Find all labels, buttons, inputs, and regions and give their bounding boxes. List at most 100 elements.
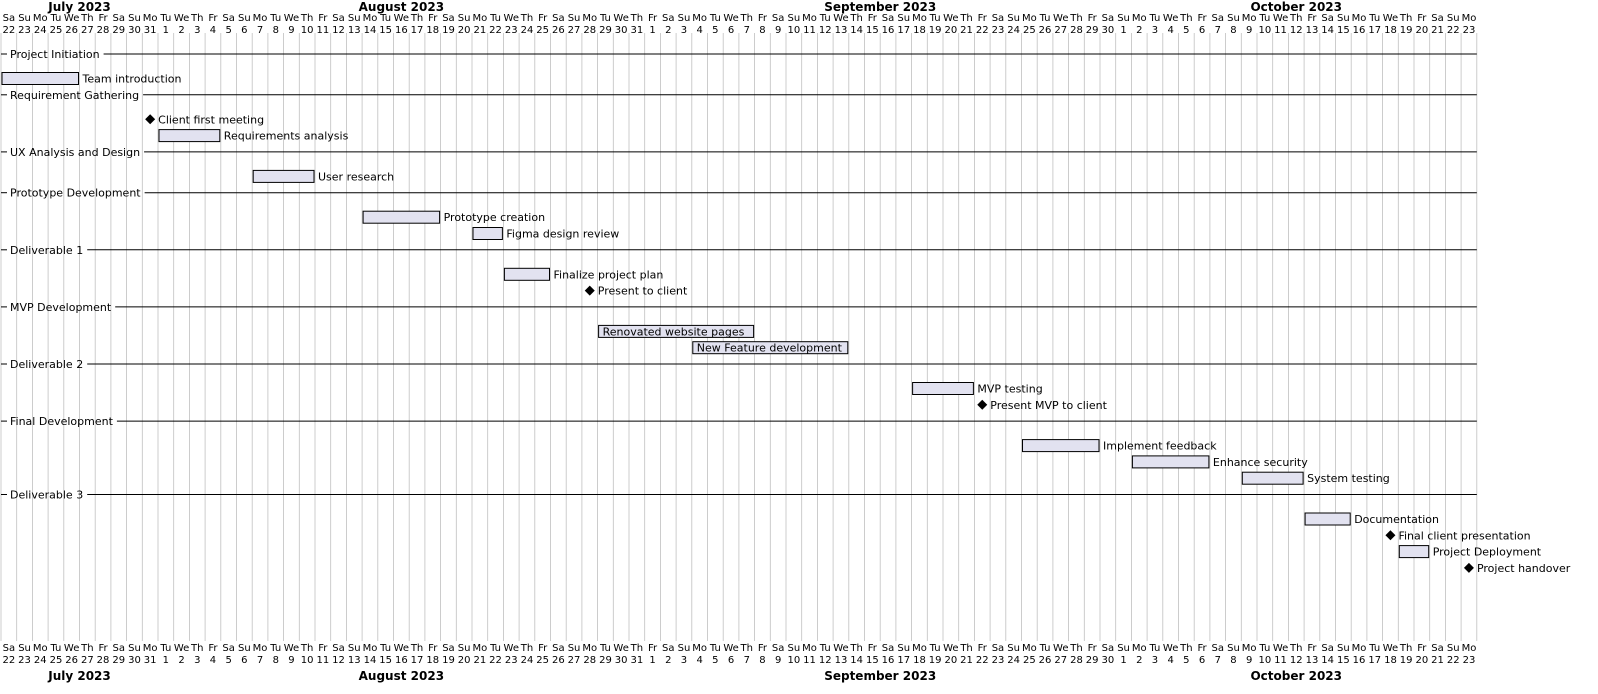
day-number-label: 8 bbox=[759, 655, 765, 666]
day-of-week-label: Tu bbox=[489, 13, 501, 24]
section-separator-label: Deliverable 2 bbox=[10, 358, 83, 371]
day-number-label: 23 bbox=[1463, 25, 1476, 36]
day-of-week-label: Mo bbox=[253, 643, 268, 654]
day-number-label: 16 bbox=[1353, 655, 1366, 666]
day-of-week-label: Mo bbox=[363, 13, 378, 24]
day-of-week-label: Sa bbox=[222, 13, 234, 24]
day-of-week-label: Fr bbox=[1307, 643, 1317, 654]
day-number-label: 14 bbox=[850, 655, 863, 666]
day-number-label: 6 bbox=[241, 25, 247, 36]
day-of-week-label: Fr bbox=[868, 13, 878, 24]
day-number-label: 19 bbox=[929, 25, 942, 36]
day-number-label: 25 bbox=[1023, 655, 1036, 666]
day-of-week-label: Mo bbox=[33, 643, 48, 654]
day-number-label: 18 bbox=[426, 655, 439, 666]
day-of-week-label: Tu bbox=[819, 643, 831, 654]
day-number-label: 29 bbox=[112, 25, 125, 36]
day-number-label: 1 bbox=[649, 655, 655, 666]
day-of-week-label: Su bbox=[568, 643, 581, 654]
task-bar bbox=[252, 169, 315, 183]
day-of-week-label: We bbox=[613, 13, 628, 24]
day-number-label: 26 bbox=[65, 25, 78, 36]
day-number-label: 7 bbox=[744, 655, 750, 666]
day-number-label: 19 bbox=[442, 655, 455, 666]
day-of-week-label: Tu bbox=[489, 643, 501, 654]
day-of-week-label: Mo bbox=[692, 643, 707, 654]
day-number-label: 12 bbox=[1290, 655, 1303, 666]
day-of-week-label: Fr bbox=[428, 643, 438, 654]
day-of-week-label: Tu bbox=[1258, 643, 1270, 654]
day-of-week-label: Th bbox=[80, 643, 93, 654]
day-of-week-label: Th bbox=[1289, 643, 1302, 654]
day-of-week-label: Fr bbox=[648, 13, 658, 24]
day-number-label: 24 bbox=[521, 25, 534, 36]
day-number-label: 9 bbox=[775, 655, 781, 666]
day-number-label: 19 bbox=[929, 655, 942, 666]
day-of-week-label: Su bbox=[1337, 643, 1350, 654]
section-separator-label: MVP Development bbox=[10, 301, 112, 314]
day-of-week-label: We bbox=[833, 13, 848, 24]
day-of-week-label: Tu bbox=[379, 13, 391, 24]
day-of-week-label: Sa bbox=[992, 13, 1004, 24]
task-label: Prototype creation bbox=[444, 211, 545, 224]
day-number-label: 29 bbox=[599, 25, 612, 36]
day-of-week-label: Sa bbox=[1321, 643, 1333, 654]
day-of-week-label: Fr bbox=[648, 643, 658, 654]
day-number-label: 13 bbox=[835, 25, 848, 36]
day-of-week-label: Fr bbox=[1197, 13, 1207, 24]
day-of-week-label: Tu bbox=[159, 13, 171, 24]
day-number-label: 16 bbox=[395, 655, 408, 666]
day-of-week-label: Mo bbox=[912, 13, 927, 24]
day-number-label: 19 bbox=[1400, 655, 1413, 666]
day-number-label: 10 bbox=[301, 655, 314, 666]
day-of-week-label: Su bbox=[238, 643, 251, 654]
day-number-label: 20 bbox=[1415, 25, 1428, 36]
day-of-week-label: Su bbox=[1447, 13, 1460, 24]
day-number-label: 6 bbox=[728, 655, 734, 666]
day-of-week-label: Su bbox=[458, 13, 471, 24]
day-number-label: 3 bbox=[681, 655, 687, 666]
day-of-week-label: Mo bbox=[472, 643, 487, 654]
day-number-label: 14 bbox=[1321, 25, 1334, 36]
day-number-label: 18 bbox=[913, 655, 926, 666]
day-of-week-label: Fr bbox=[1417, 13, 1427, 24]
day-of-week-label: Mo bbox=[1022, 643, 1037, 654]
day-number-label: 23 bbox=[505, 655, 518, 666]
day-number-label: 26 bbox=[552, 25, 565, 36]
milestone-label: Final client presentation bbox=[1398, 529, 1530, 542]
section-separator-label: UX Analysis and Design bbox=[10, 146, 140, 159]
day-of-week-label: Tu bbox=[1148, 13, 1160, 24]
day-of-week-label: We bbox=[1273, 13, 1288, 24]
day-number-label: 11 bbox=[316, 655, 329, 666]
day-number-label: 29 bbox=[1086, 25, 1099, 36]
day-of-week-label: Mo bbox=[253, 13, 268, 24]
day-number-label: 21 bbox=[473, 655, 486, 666]
day-number-label: 23 bbox=[1463, 655, 1476, 666]
day-number-label: 12 bbox=[819, 655, 832, 666]
day-of-week-label: Mo bbox=[1242, 13, 1257, 24]
day-number-label: 28 bbox=[583, 655, 596, 666]
day-of-week-label: Th bbox=[410, 13, 423, 24]
day-number-label: 9 bbox=[288, 655, 294, 666]
day-of-week-label: Su bbox=[678, 13, 691, 24]
task-bar bbox=[1131, 455, 1210, 469]
day-of-week-label: Tu bbox=[379, 643, 391, 654]
task-bar bbox=[598, 324, 755, 338]
day-number-label: 1 bbox=[163, 655, 169, 666]
day-number-label: 11 bbox=[1274, 25, 1287, 36]
day-number-label: 22 bbox=[2, 25, 15, 36]
day-of-week-label: Fr bbox=[538, 13, 548, 24]
day-of-week-label: Fr bbox=[758, 13, 768, 24]
day-of-week-label: Su bbox=[348, 13, 361, 24]
day-number-label: 9 bbox=[1246, 655, 1252, 666]
day-number-label: 12 bbox=[332, 655, 345, 666]
task-label: Implement feedback bbox=[1103, 440, 1217, 453]
section-separator-label: Deliverable 3 bbox=[10, 489, 83, 502]
day-of-week-label: Tu bbox=[1368, 13, 1380, 24]
month-footer-label: July 2023 bbox=[47, 669, 111, 683]
day-of-week-label: Fr bbox=[98, 643, 108, 654]
day-of-week-label: Tu bbox=[709, 643, 721, 654]
day-number-label: 22 bbox=[489, 655, 502, 666]
month-header-label: July 2023 bbox=[47, 0, 111, 14]
day-number-label: 26 bbox=[1039, 655, 1052, 666]
